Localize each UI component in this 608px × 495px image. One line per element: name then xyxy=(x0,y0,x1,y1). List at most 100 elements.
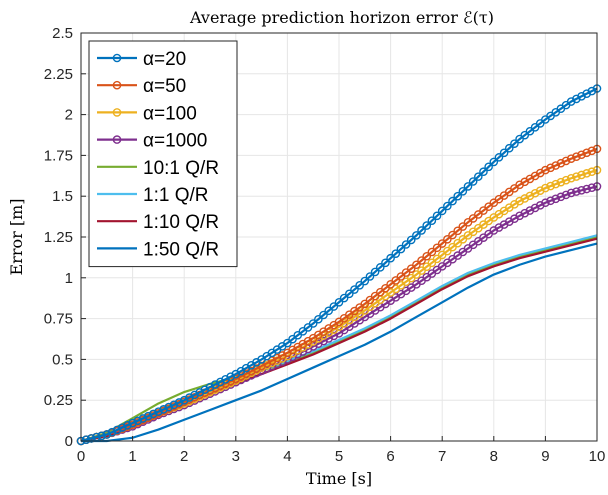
data-point xyxy=(572,152,581,162)
series-1-50-q-r xyxy=(81,242,598,443)
x-tick-label: 8 xyxy=(490,448,498,465)
data-point xyxy=(128,418,137,428)
data-point xyxy=(541,198,550,208)
legend: α=20 α=50 α=100 α=1000 10:1 Q/R 1:1 Q/R 1:10 Q… xyxy=(88,40,238,268)
data-point xyxy=(417,226,426,235)
legend-item: α=50 xyxy=(97,76,186,97)
data-point xyxy=(107,427,117,437)
data-point xyxy=(494,153,504,162)
x-tick-label: 6 xyxy=(386,448,394,465)
data-point xyxy=(510,139,519,148)
data-point xyxy=(159,405,168,414)
data-point xyxy=(541,165,550,175)
data-point xyxy=(551,179,561,189)
data-point xyxy=(443,234,452,244)
data-point xyxy=(334,297,344,307)
legend-item: 10:1 Q/R xyxy=(97,158,219,179)
data-point xyxy=(546,181,555,191)
data-point xyxy=(360,276,370,286)
data-point xyxy=(396,244,406,254)
data-point xyxy=(561,156,571,166)
data-point xyxy=(556,177,566,187)
data-point xyxy=(458,186,468,196)
data-point xyxy=(582,148,591,158)
data-point xyxy=(375,263,385,272)
y-tick-label: 0.25 xyxy=(44,392,73,409)
legend-marker xyxy=(112,80,122,90)
data-point xyxy=(412,231,421,240)
data-point xyxy=(381,258,390,268)
data-point xyxy=(138,414,148,423)
data-point xyxy=(406,235,416,245)
y-tick-label: 1.25 xyxy=(44,229,73,246)
data-point xyxy=(112,425,122,435)
data-point xyxy=(148,409,158,419)
data-point xyxy=(587,146,597,156)
data-point xyxy=(577,170,586,180)
data-point xyxy=(463,182,473,191)
legend-marker xyxy=(112,135,122,144)
ticks: 0 1 2 3 4 5 6 7 8 9 10 0 0.25 0.5 0.75 1 1.25 1.5 1.75 2 2.2… xyxy=(44,25,606,465)
data-point xyxy=(453,191,462,201)
legend-marker xyxy=(112,108,122,117)
legend-item: 1:1 Q/R xyxy=(97,185,208,206)
legend-label: α=50 xyxy=(143,76,186,97)
data-point xyxy=(154,407,163,416)
x-tick-label: 3 xyxy=(232,448,240,465)
data-point xyxy=(143,411,153,421)
data-point xyxy=(365,272,375,281)
data-point xyxy=(117,423,127,432)
x-tick-label: 7 xyxy=(438,448,446,465)
data-point xyxy=(329,302,339,311)
data-point xyxy=(443,201,452,211)
x-tick-label: 2 xyxy=(180,448,188,465)
data-point xyxy=(174,398,184,407)
data-point xyxy=(339,293,349,303)
y-tick-label: 1 xyxy=(65,270,73,287)
data-point xyxy=(499,148,509,158)
series-line xyxy=(80,235,598,443)
data-point xyxy=(453,226,462,236)
data-point xyxy=(582,169,591,178)
data-point xyxy=(370,267,380,277)
data-point xyxy=(551,161,561,170)
data-point xyxy=(386,253,395,263)
data-point xyxy=(324,306,333,316)
series-20 xyxy=(76,84,602,446)
legend-item: α=20 xyxy=(97,49,186,70)
data-point xyxy=(474,172,483,181)
data-point xyxy=(432,211,442,221)
series-10-1-q-r xyxy=(80,235,598,443)
data-point xyxy=(484,162,493,172)
legend-box xyxy=(88,40,238,268)
data-point xyxy=(427,216,437,225)
data-point xyxy=(561,190,571,200)
data-point xyxy=(427,247,437,257)
x-tick-label: 1 xyxy=(128,448,136,465)
y-tick-label: 2.5 xyxy=(52,25,73,42)
legend-item: α=100 xyxy=(97,103,197,124)
data-point xyxy=(437,239,447,248)
data-point xyxy=(355,281,364,290)
data-point xyxy=(582,184,591,194)
legend-label: 1:1 Q/R xyxy=(143,185,208,206)
x-tick-label: 5 xyxy=(335,448,343,465)
data-point xyxy=(541,183,550,193)
y-tick-label: 0.75 xyxy=(44,311,73,328)
data-point xyxy=(87,434,96,443)
y-tick-label: 2.25 xyxy=(44,66,73,83)
data-point xyxy=(417,256,426,265)
data-point xyxy=(561,175,571,185)
legend-label: 10:1 Q/R xyxy=(143,158,219,179)
data-point xyxy=(448,196,457,206)
data-point xyxy=(345,289,354,299)
legend-item: 1:10 Q/R xyxy=(97,212,219,233)
data-point xyxy=(97,431,106,441)
series-layer xyxy=(76,84,602,446)
data-point xyxy=(566,188,576,198)
data-point xyxy=(556,158,566,168)
legend-label: α=20 xyxy=(143,49,186,70)
data-point xyxy=(133,416,143,426)
y-tick-label: 1.75 xyxy=(44,147,73,164)
